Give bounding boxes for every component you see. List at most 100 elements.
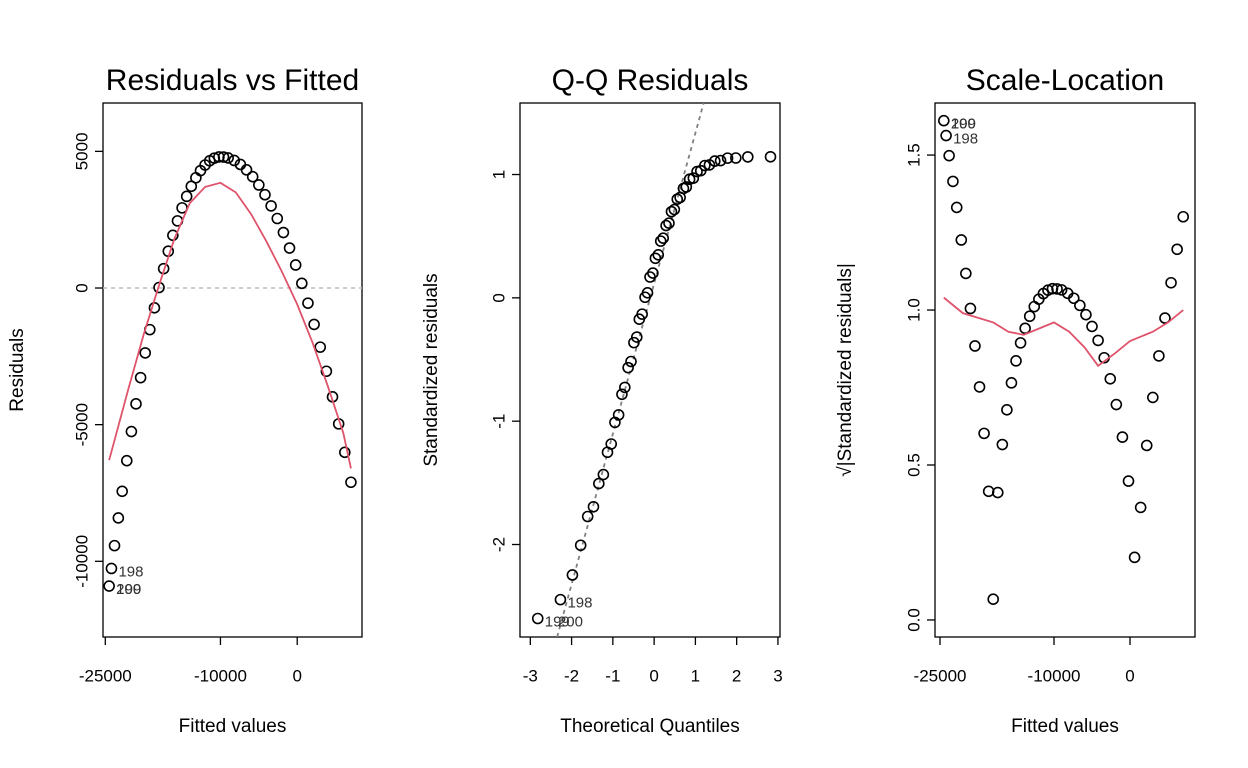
point-label: 198 (118, 563, 143, 580)
point (764, 150, 777, 163)
point (1104, 373, 1117, 385)
point (1171, 243, 1183, 256)
point (185, 180, 198, 193)
point (660, 219, 672, 232)
point-label: 198 (567, 595, 592, 612)
point (130, 398, 142, 410)
point (730, 152, 742, 164)
point (1110, 398, 1123, 411)
point (1080, 308, 1092, 321)
point-label: 198 (953, 131, 978, 148)
point-label: 200 (951, 116, 976, 133)
point (1028, 300, 1041, 313)
point (1010, 355, 1022, 367)
point (167, 229, 179, 242)
y-axis-title: Residuals (7, 328, 28, 411)
point (190, 171, 202, 184)
x-tick-label: 0 (1125, 666, 1134, 685)
point-label: 199 (116, 581, 141, 598)
point (125, 425, 138, 438)
point (647, 267, 659, 279)
x-tick-label: 2 (732, 666, 741, 685)
point-label: 199 (545, 613, 570, 630)
point (1116, 431, 1129, 443)
y-tick-label: 0 (72, 283, 91, 292)
point (116, 485, 128, 498)
point (991, 486, 1004, 499)
point (296, 277, 308, 290)
point (630, 331, 643, 343)
point (1055, 284, 1068, 296)
point (665, 205, 678, 218)
point (708, 155, 721, 167)
y-axis-title: Standardized residuals (421, 273, 442, 466)
y-tick-label: 0.5 (904, 453, 923, 477)
point (1153, 350, 1165, 362)
point (139, 347, 152, 359)
smooth-line (943, 296, 1184, 368)
point (587, 500, 600, 513)
point (969, 340, 981, 352)
point (302, 297, 314, 309)
point (652, 249, 665, 261)
point (314, 341, 327, 353)
point (987, 593, 1000, 605)
point (699, 159, 711, 172)
point (253, 179, 265, 191)
point (134, 371, 147, 384)
x-tick-label: -25000 (914, 666, 967, 685)
point (1122, 475, 1135, 487)
point (1074, 299, 1086, 312)
point (714, 154, 727, 167)
point (654, 235, 667, 247)
point (240, 164, 253, 176)
y-axis-title: √|Standardized residuals| (835, 263, 856, 477)
point (612, 409, 625, 421)
point (120, 454, 133, 467)
point (636, 308, 648, 320)
point (103, 580, 115, 592)
point (246, 170, 259, 183)
point (265, 200, 277, 212)
smooth-line (108, 181, 352, 469)
panel-title: Q-Q Residuals (552, 64, 749, 97)
x-tick-label: 0 (292, 666, 301, 685)
plot-frame (519, 102, 781, 638)
point (1165, 276, 1177, 289)
point (940, 129, 952, 142)
point (950, 201, 963, 214)
point (593, 477, 605, 490)
point (649, 252, 662, 265)
y-tick-label: 0.0 (904, 608, 923, 632)
point (339, 446, 351, 459)
point (619, 381, 631, 394)
panel-title: Scale-Location (966, 64, 1164, 97)
point (308, 318, 320, 331)
x-tick-label: 3 (773, 666, 782, 685)
x-tick-label: -10000 (194, 666, 247, 685)
point (597, 468, 610, 481)
point (345, 476, 357, 489)
point (1005, 377, 1018, 389)
x-tick-label: 1 (691, 666, 700, 685)
point (973, 381, 986, 393)
point (742, 151, 754, 163)
y-tick-label: -10000 (72, 535, 91, 588)
point (180, 190, 193, 203)
y-tick-label: -2 (489, 537, 508, 552)
point (283, 242, 296, 254)
point (622, 361, 634, 374)
x-tick-label: -1 (605, 666, 620, 685)
point (112, 512, 125, 524)
y-tick-label: -1 (489, 414, 508, 429)
point (955, 234, 968, 246)
point (947, 175, 959, 188)
x-tick-label: -10000 (1028, 666, 1081, 685)
point (978, 427, 990, 440)
point (1092, 334, 1104, 347)
point (581, 510, 594, 523)
point (616, 388, 628, 401)
point (996, 438, 1009, 451)
x-axis-title: Fitted values (179, 716, 287, 737)
point (641, 286, 654, 299)
